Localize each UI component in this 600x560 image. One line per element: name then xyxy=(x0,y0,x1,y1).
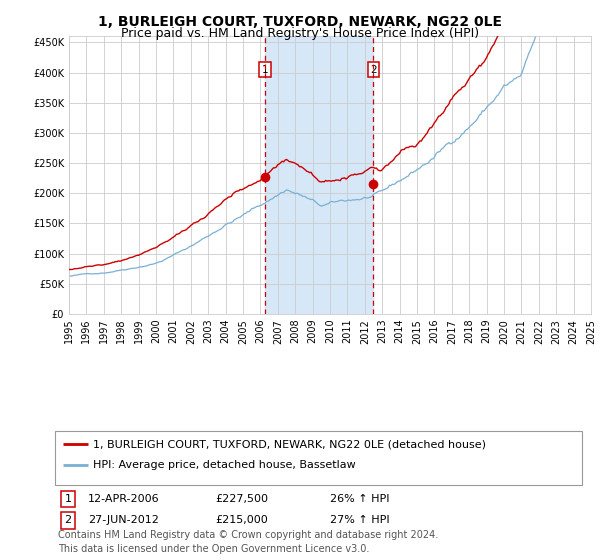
1, BURLEIGH COURT, TUXFORD, NEWARK, NG22 0LE (detached house) xyxy=(239,186,247,193)
Line: HPI: Average price, detached house, Bassetlaw: HPI: Average price, detached house, Bass… xyxy=(69,0,590,276)
Line: 1, BURLEIGH COURT, TUXFORD, NEWARK, NG22 0LE (detached house): 1, BURLEIGH COURT, TUXFORD, NEWARK, NG22… xyxy=(69,0,590,269)
1, BURLEIGH COURT, TUXFORD, NEWARK, NG22 0LE (detached house) xyxy=(65,266,73,273)
Text: Price paid vs. HM Land Registry's House Price Index (HPI): Price paid vs. HM Land Registry's House … xyxy=(121,27,479,40)
Text: £215,000: £215,000 xyxy=(215,515,268,525)
Text: 1, BURLEIGH COURT, TUXFORD, NEWARK, NG22 0LE: 1, BURLEIGH COURT, TUXFORD, NEWARK, NG22… xyxy=(98,15,502,29)
Text: HPI: Average price, detached house, Bassetlaw: HPI: Average price, detached house, Bass… xyxy=(93,460,356,470)
Bar xyxy=(55,431,582,485)
HPI: Average price, detached house, Bassetlaw: (2e+03, 6.25e+04): Average price, detached house, Bassetlaw… xyxy=(65,273,73,279)
Text: Contains HM Land Registry data © Crown copyright and database right 2024.
This d: Contains HM Land Registry data © Crown c… xyxy=(58,530,438,554)
Text: 2: 2 xyxy=(370,65,377,74)
HPI: Average price, detached house, Bassetlaw: (2e+03, 1.46e+05): Average price, detached house, Bassetlaw… xyxy=(221,222,228,229)
1, BURLEIGH COURT, TUXFORD, NEWARK, NG22 0LE (detached house) xyxy=(295,162,302,169)
1, BURLEIGH COURT, TUXFORD, NEWARK, NG22 0LE (detached house) xyxy=(248,181,255,188)
Bar xyxy=(265,36,373,314)
Text: 27-JUN-2012: 27-JUN-2012 xyxy=(88,515,159,525)
Text: 1: 1 xyxy=(262,65,268,74)
HPI: Average price, detached house, Bassetlaw: (2.01e+03, 2e+05): Average price, detached house, Bassetlaw… xyxy=(293,190,300,197)
Text: 12-APR-2006: 12-APR-2006 xyxy=(88,494,160,503)
HPI: Average price, detached house, Bassetlaw: (2e+03, 7.58e+04): Average price, detached house, Bassetlaw… xyxy=(129,265,136,272)
1, BURLEIGH COURT, TUXFORD, NEWARK, NG22 0LE (detached house) xyxy=(131,253,138,260)
HPI: Average price, detached house, Bassetlaw: (2e+03, 1.62e+05): Average price, detached house, Bassetlaw… xyxy=(238,213,245,220)
Text: 26% ↑ HPI: 26% ↑ HPI xyxy=(330,494,389,503)
1, BURLEIGH COURT, TUXFORD, NEWARK, NG22 0LE (detached house) xyxy=(68,266,76,273)
Text: 2: 2 xyxy=(64,515,71,525)
HPI: Average price, detached house, Bassetlaw: (2.01e+03, 1.71e+05): Average price, detached house, Bassetlaw… xyxy=(247,207,254,214)
Text: 27% ↑ HPI: 27% ↑ HPI xyxy=(330,515,389,525)
Text: 1: 1 xyxy=(65,494,71,503)
1, BURLEIGH COURT, TUXFORD, NEWARK, NG22 0LE (detached house) xyxy=(222,196,229,203)
Text: 1, BURLEIGH COURT, TUXFORD, NEWARK, NG22 0LE (detached house): 1, BURLEIGH COURT, TUXFORD, NEWARK, NG22… xyxy=(93,439,486,449)
Text: £227,500: £227,500 xyxy=(215,494,268,503)
